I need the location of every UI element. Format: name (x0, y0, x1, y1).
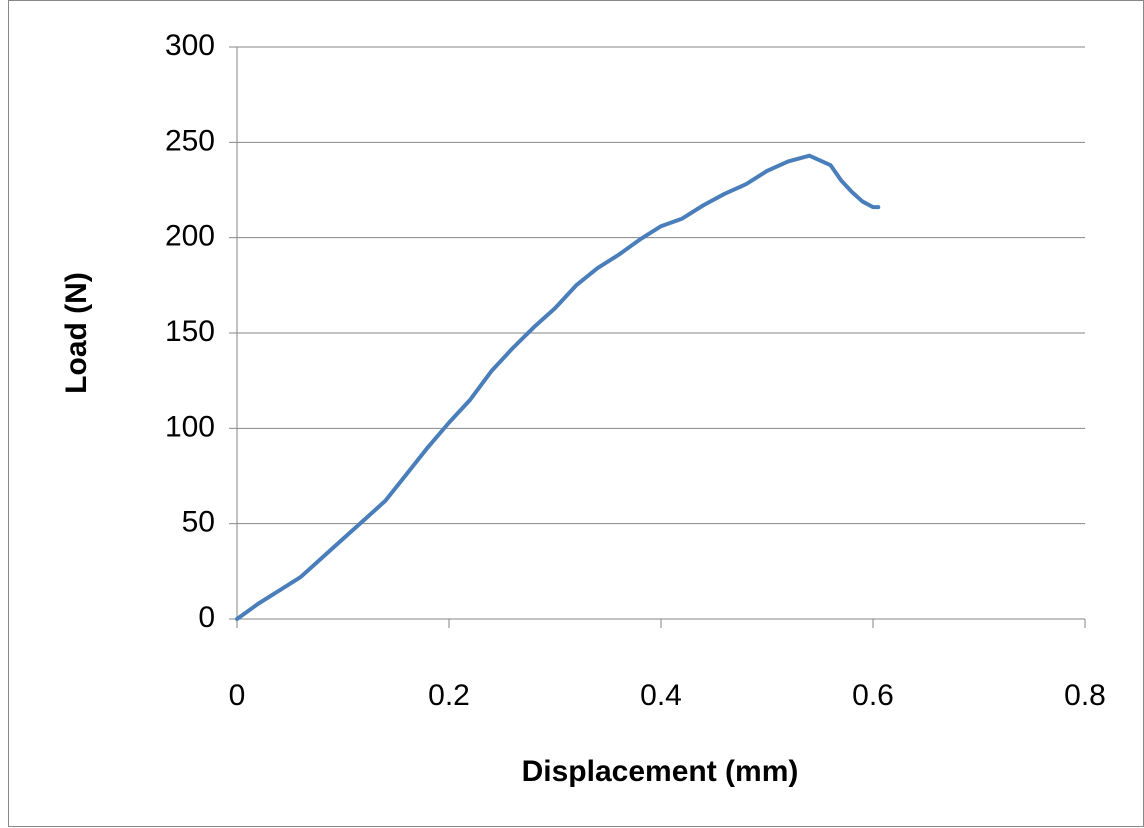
x-tick-label: 0.2 (428, 679, 470, 712)
y-tick-label: 0 (198, 601, 215, 634)
y-tick-label: 300 (165, 29, 215, 62)
x-tick-label: 0.8 (1064, 679, 1106, 712)
x-tick-label: 0.6 (852, 679, 894, 712)
data-line (235, 153, 881, 621)
x-tick-label: 0.4 (640, 679, 682, 712)
x-tick-label: 0 (229, 679, 246, 712)
y-tick-label: 100 (165, 410, 215, 443)
y-tick-label: 200 (165, 220, 215, 253)
y-tick-label: 50 (182, 506, 215, 539)
y-axis-title: Load (N) (60, 272, 93, 394)
y-tick-label: 250 (165, 124, 215, 157)
y-tick-label: 150 (165, 315, 215, 348)
x-axis-title: Displacement (mm) (522, 755, 799, 788)
chart-border (8, 0, 1144, 827)
